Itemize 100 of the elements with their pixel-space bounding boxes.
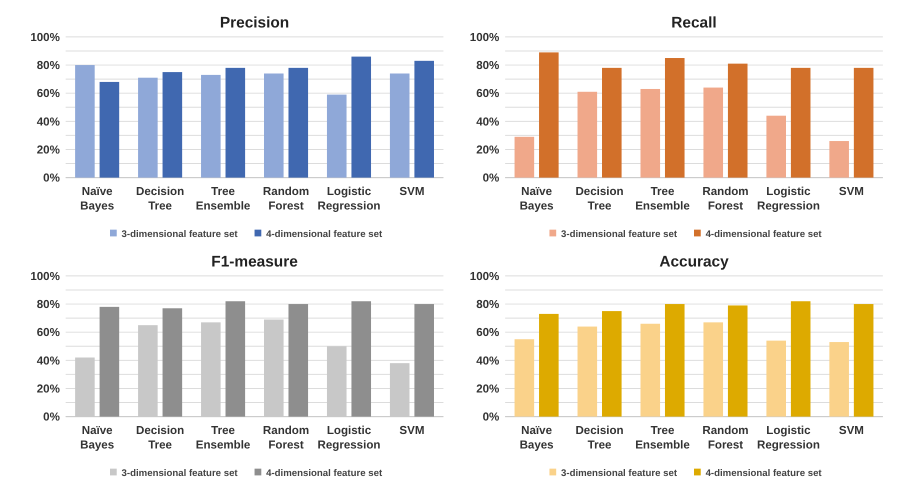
legend-label: 4-dimensional feature set: [266, 468, 383, 479]
y-tick-label: 40%: [36, 116, 60, 128]
bar: [790, 301, 810, 417]
legend-label: 4-dimensional feature set: [706, 228, 822, 240]
bar: [539, 314, 559, 417]
y-tick-label: 40%: [476, 116, 500, 128]
bar: [578, 326, 598, 417]
bar: [829, 342, 849, 417]
x-tick-label: Tree Ensemble: [635, 424, 690, 452]
y-tick-label: 80%: [476, 60, 500, 72]
bar: [326, 94, 347, 178]
bar: [351, 301, 372, 417]
bar: [664, 304, 685, 417]
bar: [138, 78, 158, 178]
bar: [602, 68, 622, 178]
bar: [351, 56, 372, 178]
bar: [514, 339, 534, 417]
x-tick-label: Tree Ensemble: [635, 186, 690, 212]
legend-label: 4-dimensional feature set: [706, 468, 822, 479]
bar: [640, 88, 660, 178]
bar: [100, 306, 120, 417]
legend-label: 4-dimensional feature set: [266, 228, 383, 240]
x-tick-label: Decision Tree: [136, 186, 184, 212]
bar: [201, 74, 221, 178]
x-tick-label: SVM: [399, 186, 424, 198]
y-tick-label: 20%: [476, 384, 500, 396]
bar: [514, 136, 534, 178]
legend-label: 3-dimensional feature set: [122, 468, 238, 479]
bar: [790, 68, 810, 178]
y-tick-label: 40%: [36, 355, 60, 368]
y-tick-label: 20%: [36, 384, 60, 396]
x-tick-label: Random Forest: [702, 186, 749, 212]
y-tick-label: 60%: [36, 327, 60, 340]
bar: [288, 68, 308, 178]
y-tick-label: 80%: [476, 299, 500, 312]
y-tick-label: 0%: [482, 172, 500, 185]
y-tick-label: 20%: [36, 144, 60, 157]
x-tick-label: Logistic Regression: [757, 186, 820, 212]
x-tick-label: Decision Tree: [575, 186, 624, 212]
bar: [728, 305, 748, 417]
x-tick-label: Random Forest: [702, 424, 749, 452]
bar: [162, 72, 182, 178]
x-tick-label: Decision Tree: [575, 424, 624, 452]
bar: [640, 324, 660, 417]
y-tick-label: 0%: [43, 172, 60, 185]
x-tick-label: SVM: [399, 424, 424, 437]
y-tick-label: 60%: [36, 88, 60, 100]
y-tick-label: 80%: [36, 60, 60, 72]
y-tick-label: 100%: [470, 32, 500, 44]
bar: [390, 73, 410, 178]
x-tick-label: Decision Tree: [136, 424, 184, 452]
y-tick-label: 100%: [30, 270, 60, 283]
legend-label: 3-dimensional feature set: [561, 468, 678, 479]
bar: [226, 68, 246, 178]
chart-title: Accuracy: [659, 253, 730, 270]
bar: [414, 60, 434, 178]
y-tick-label: 60%: [476, 88, 500, 100]
y-tick-label: 20%: [476, 144, 500, 157]
bar: [414, 304, 434, 417]
x-tick-label: Naïve Bayes: [520, 186, 554, 212]
x-tick-label: Tree Ensemble: [196, 424, 251, 452]
y-tick-label: 0%: [482, 412, 500, 424]
x-tick-label: SVM: [838, 186, 864, 198]
bar: [602, 311, 622, 417]
bar: [703, 88, 724, 178]
bar: [264, 73, 284, 178]
bar: [539, 52, 559, 178]
bar: [578, 92, 598, 178]
bar: [226, 301, 246, 417]
legend-label: 3-dimensional feature set: [122, 228, 238, 240]
y-tick-label: 100%: [470, 270, 500, 283]
x-tick-label: SVM: [838, 424, 864, 437]
bar: [728, 64, 748, 178]
bar: [162, 308, 182, 417]
x-tick-label: Logistic Regression: [318, 186, 380, 212]
y-tick-label: 0%: [43, 412, 60, 424]
y-tick-label: 40%: [476, 355, 500, 368]
x-tick-label: Random Forest: [262, 424, 310, 452]
chart-title: Precision: [220, 14, 290, 32]
bar: [703, 322, 724, 417]
x-tick-label: Tree Ensemble: [196, 186, 251, 212]
chart-title: F1-measure: [211, 253, 298, 270]
bar: [100, 82, 120, 178]
bar: [766, 116, 786, 178]
bar: [854, 304, 874, 417]
chart-title: Recall: [671, 14, 717, 32]
legend-label: 3-dimensional feature set: [561, 228, 678, 240]
y-tick-label: 80%: [36, 299, 60, 312]
bar: [829, 141, 849, 178]
y-tick-label: 100%: [30, 32, 60, 44]
x-tick-label: Naïve Bayes: [80, 186, 114, 212]
x-tick-label: Naïve Bayes: [80, 424, 114, 452]
x-tick-label: Logistic Regression: [318, 424, 380, 452]
bar: [288, 304, 308, 417]
x-tick-label: Random Forest: [262, 186, 310, 212]
y-tick-label: 60%: [476, 327, 500, 340]
x-tick-label: Naïve Bayes: [520, 424, 554, 452]
bar: [75, 65, 95, 178]
bar: [854, 68, 874, 178]
x-tick-label: Logistic Regression: [757, 424, 820, 452]
